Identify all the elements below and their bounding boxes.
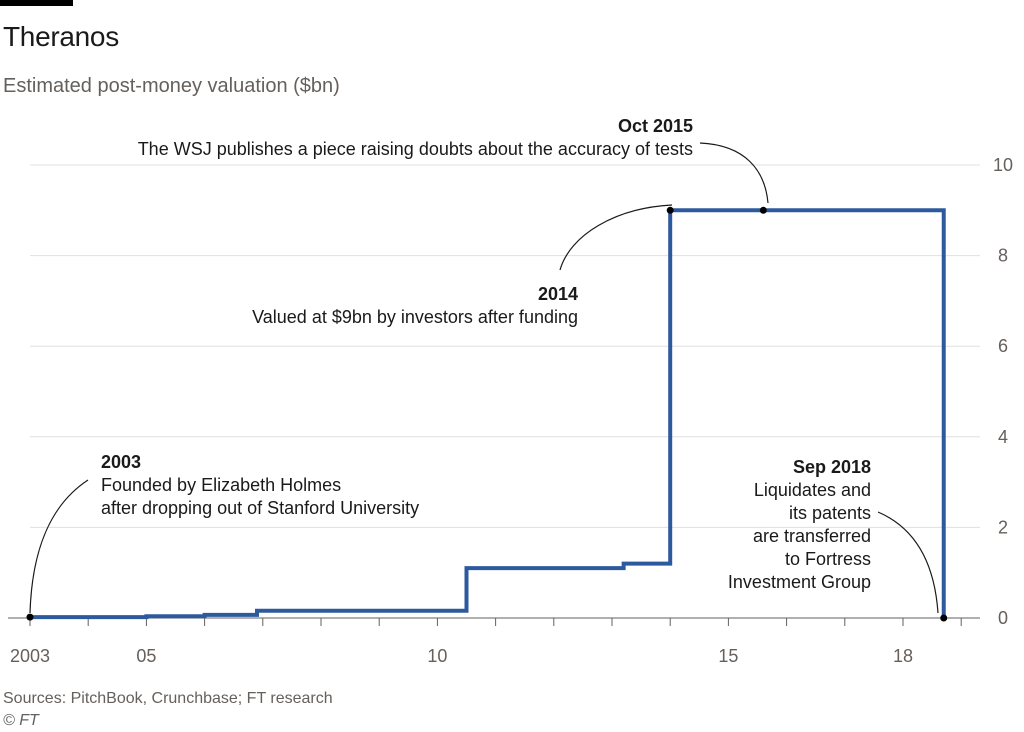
annotation-line-sep-2018-1: its patents — [789, 503, 871, 523]
event-marker-1 — [666, 206, 674, 214]
event-marker-2 — [759, 206, 767, 214]
x-tick-label-18: 18 — [893, 646, 913, 666]
event-marker-3 — [940, 614, 948, 622]
annotation-line-2003-1: after dropping out of Stanford Universit… — [101, 498, 419, 518]
annotation-2003: 2003 Founded by Elizabeth Holmes after dro… — [101, 452, 419, 518]
annotation-line-2003-0: Founded by Elizabeth Holmes — [101, 475, 341, 495]
annotation-sep-2018: Sep 2018 Liquidates and its patents are tra… — [728, 457, 871, 592]
series-layer — [30, 208, 946, 620]
annotation-heading-2003: 2003 — [101, 452, 141, 472]
y-tick-label-0: 0 — [998, 608, 1008, 628]
x-tick-label-05: 05 — [136, 646, 156, 666]
x-tick-label-10: 10 — [427, 646, 447, 666]
y-tick-label-10: 10 — [993, 155, 1013, 175]
x-tick-label-2003: 2003 — [10, 646, 50, 666]
annotation-text-layer: Oct 2015 The WSJ publishes a piece raisin… — [101, 116, 871, 592]
annotation-heading-sep-2018: Sep 2018 — [793, 457, 871, 477]
x-tick-label-15: 15 — [718, 646, 738, 666]
top-rule — [0, 0, 73, 6]
annotation-connector-1 — [559, 204, 673, 271]
annotation-line-oct-2015-0: The WSJ publishes a piece raising doubts… — [138, 139, 693, 159]
annotation-line-sep-2018-0: Liquidates and — [754, 480, 871, 500]
series-line-0 — [30, 208, 946, 620]
annotation-2014: 2014 Valued at $9bn by investors after fu… — [252, 284, 578, 327]
y-tick-label-8: 8 — [998, 246, 1008, 266]
grid-layer — [30, 164, 980, 528]
chart-title: Theranos — [3, 21, 119, 52]
event-marker-0 — [26, 613, 34, 621]
annotation-connector-0 — [699, 142, 769, 204]
chart-subtitle: Estimated post-money valuation ($bn) — [3, 75, 340, 97]
source-note: Sources: PitchBook, Crunchbase; FT resea… — [3, 690, 333, 707]
credit-note: © FT — [3, 712, 39, 729]
y-tick-label-4: 4 — [998, 427, 1008, 447]
annotation-connectors — [29, 142, 939, 614]
annotation-heading-2014: 2014 — [538, 284, 578, 304]
annotation-line-sep-2018-4: Investment Group — [728, 572, 871, 592]
annotation-line-sep-2018-2: are transferred — [753, 526, 871, 546]
annotation-connector-2 — [29, 479, 89, 614]
annotation-connector-3 — [877, 511, 939, 614]
annotation-heading-oct-2015: Oct 2015 — [618, 116, 693, 136]
annotation-line-sep-2018-3: to Fortress — [785, 549, 871, 569]
y-tick-label-6: 6 — [998, 336, 1008, 356]
annotation-oct-2015: Oct 2015 The WSJ publishes a piece raisin… — [138, 116, 693, 159]
y-tick-label-2: 2 — [998, 517, 1008, 537]
marker-layer — [26, 206, 948, 622]
annotation-line-2014-0: Valued at $9bn by investors after fundin… — [252, 307, 578, 327]
